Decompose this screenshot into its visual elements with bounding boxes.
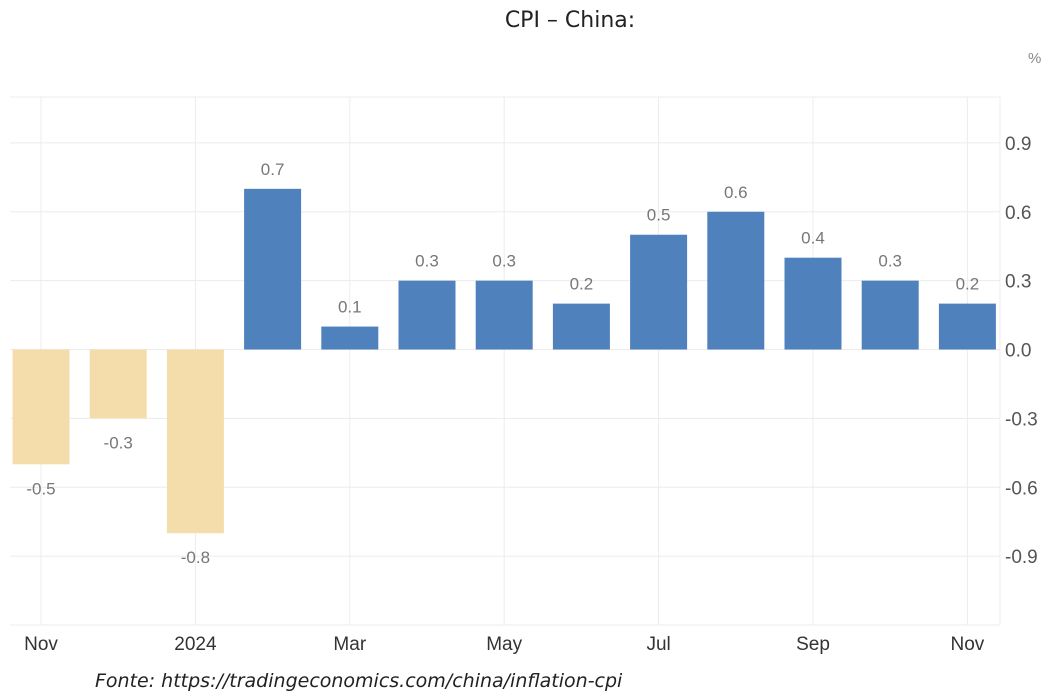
x-tick-label: Sep [796,634,830,655]
y-tick-label: 0.9 [1005,134,1031,155]
bar [398,280,456,350]
bar [938,303,996,350]
data-label: 0.4 [801,229,825,248]
x-tick-label: Nov [24,634,58,655]
y-tick-label: 0.0 [1005,341,1031,362]
y-tick-label: 0.3 [1005,272,1031,293]
y-tick-label: -0.3 [1005,409,1038,430]
data-label: -0.5 [26,479,55,498]
data-label: 0.2 [570,275,594,294]
y-tick-label: 0.6 [1005,203,1031,224]
bar [707,211,765,350]
bar [12,349,70,465]
bar [861,280,919,350]
data-label: -0.8 [181,548,210,567]
x-tick-label: May [486,634,522,655]
data-label: 0.7 [261,160,285,179]
data-label: -0.3 [104,433,133,452]
data-label: 0.3 [878,252,902,271]
chart-title: CPI – China: [504,8,636,33]
bar [784,257,842,350]
bar [166,349,224,534]
bar [552,303,610,350]
data-label: 0.2 [956,275,980,294]
y-tick-label: -0.9 [1005,547,1038,568]
x-tick-label: 2024 [174,634,217,655]
bar [244,188,302,350]
data-label: 0.5 [647,206,671,225]
bar [630,234,688,350]
data-label: 0.6 [724,183,748,202]
data-label: 0.3 [415,252,439,271]
x-tick-label: Mar [333,634,366,655]
bar [475,280,533,350]
bar [321,326,379,350]
bar [89,349,147,419]
y-tick-label: -0.6 [1005,478,1038,499]
source-note: Fonte: https://tradingeconomics.com/chin… [95,670,623,692]
x-tick-label: Jul [646,634,670,655]
data-label: 0.3 [492,252,516,271]
data-label: 0.1 [338,298,362,317]
x-tick-label: Nov [951,634,985,655]
unit-label: % [1028,50,1042,67]
